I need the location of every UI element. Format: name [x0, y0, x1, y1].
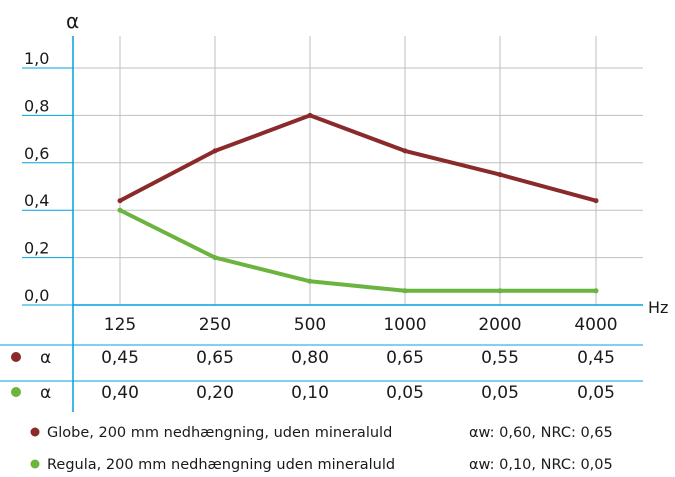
y-tick-label: 0,4	[24, 191, 49, 210]
axes	[22, 36, 643, 412]
value-table: α 0,45 0,65 0,80 0,65 0,55 0,45 α 0,40 0,20 0,10 0,…	[0, 344, 643, 403]
legend-rating: αw: 0,60, NRC: 0,65	[469, 425, 613, 441]
table-cell: 0,55	[481, 348, 519, 368]
data-point	[497, 288, 503, 294]
x-tick-labels: 125 250 500 1000 2000 4000	[104, 315, 618, 335]
data-point	[402, 288, 408, 294]
x-tick-label: 500	[294, 315, 326, 335]
row-marker-dot	[11, 387, 21, 397]
legend: Globe, 200 mm nedhængning, uden mineralu…	[30, 425, 613, 473]
legend-entry: Regula, 200 mm nedhængning uden mineralu…	[47, 457, 395, 473]
table-cell: 0,45	[101, 348, 139, 368]
x-tick-label: 125	[104, 315, 136, 335]
y-tick-label: 0,2	[24, 239, 49, 258]
table-cell: 0,65	[386, 348, 424, 368]
series-line-2	[118, 208, 598, 293]
grid	[73, 36, 643, 305]
table-cell: 0,10	[291, 383, 329, 403]
x-axis-unit: Hz	[648, 298, 668, 317]
data-point	[307, 278, 313, 284]
series-lines	[117, 112, 599, 294]
x-tick-label: 250	[199, 315, 231, 335]
table-cell: 0,65	[196, 348, 234, 368]
y-tick-labels: 0,0 0,2 0,4 0,6 0,8 1,0	[24, 49, 49, 305]
data-point	[212, 255, 218, 261]
table-cell: 0,80	[291, 348, 329, 368]
data-point	[402, 148, 408, 154]
table-cell: 0,05	[577, 383, 615, 403]
row-label: α	[40, 383, 51, 403]
legend-rating: αw: 0,10, NRC: 0,05	[469, 457, 613, 473]
x-tick-label: 2000	[478, 315, 521, 335]
y-tick-label: 0,8	[24, 96, 49, 115]
series-line-1	[118, 113, 598, 203]
data-point	[307, 112, 313, 118]
y-tick-label: 0,0	[24, 286, 49, 305]
y-tick-label: 1,0	[24, 49, 49, 68]
data-point	[593, 198, 599, 204]
x-tick-label: 1000	[383, 315, 426, 335]
y-axis-title: α	[66, 9, 79, 33]
data-point	[117, 198, 123, 204]
table-cell: 0,45	[577, 348, 615, 368]
legend-entry: Globe, 200 mm nedhængning, uden mineralu…	[47, 425, 392, 441]
table-cell: 0,05	[386, 383, 424, 403]
legend-dot	[30, 459, 40, 469]
legend-dot	[30, 427, 40, 437]
x-tick-label: 4000	[574, 315, 617, 335]
row-label: α	[40, 348, 51, 368]
data-point	[212, 148, 218, 154]
y-tick-label: 0,6	[24, 144, 49, 163]
table-cell: 0,40	[101, 383, 139, 403]
data-point	[117, 207, 123, 213]
row-marker-dot	[11, 352, 21, 362]
table-cell: 0,20	[196, 383, 234, 403]
data-point	[497, 172, 503, 178]
data-point	[593, 288, 599, 294]
table-cell: 0,05	[481, 383, 519, 403]
